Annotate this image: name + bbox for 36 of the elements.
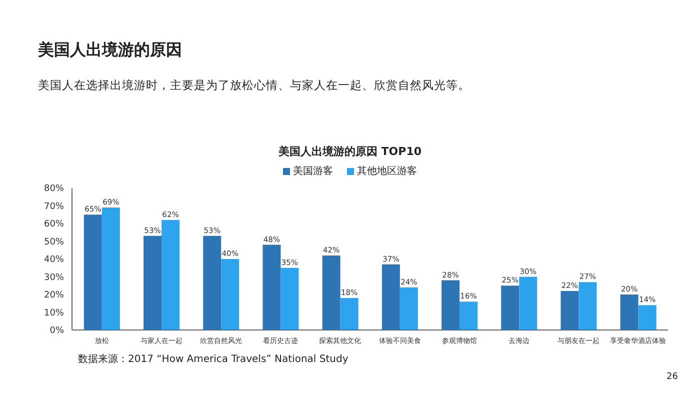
y-tick-label: 70% (44, 202, 64, 212)
y-tick-label: 50% (44, 237, 64, 248)
bar (203, 236, 222, 330)
bar (84, 214, 102, 330)
bar (638, 305, 656, 330)
bar (102, 208, 120, 330)
chart-title: 美国人出境游的原因 TOP10 (277, 144, 423, 159)
bar (460, 302, 478, 330)
text: 美国人出境游的原因 (38, 40, 182, 61)
bar (162, 220, 180, 330)
bar (620, 294, 638, 330)
source-note: 数据来源：2017 “How America Travels” National Study (78, 352, 348, 366)
bar (560, 290, 579, 330)
bar (501, 286, 520, 330)
bar (578, 282, 597, 330)
legend-label: 其他地区游客 (356, 164, 417, 178)
y-tick-label: 80% (44, 184, 64, 194)
bar (519, 276, 538, 330)
y-tick-label: 30% (44, 272, 64, 283)
y-tick-label: 40% (44, 255, 64, 266)
bar (221, 259, 240, 330)
y-tick-label: 20% (44, 290, 64, 301)
bar (144, 236, 162, 330)
text: 26 (666, 372, 678, 382)
bar (400, 287, 418, 330)
bar (262, 244, 281, 330)
bar (322, 255, 340, 330)
bar (340, 298, 358, 330)
y-tick-label: 60% (44, 220, 64, 230)
chart-subtitle: 美国人在选择出境游时，主要是为了放松心情、与家人在一起、欣赏自然风光等。 (38, 78, 470, 93)
y-tick-label: 0% (50, 326, 64, 336)
bar (442, 280, 460, 330)
bar (382, 264, 400, 330)
legend-label: 美国游客 (292, 164, 333, 178)
y-tick-label: 10% (44, 308, 64, 318)
bar (280, 268, 299, 330)
